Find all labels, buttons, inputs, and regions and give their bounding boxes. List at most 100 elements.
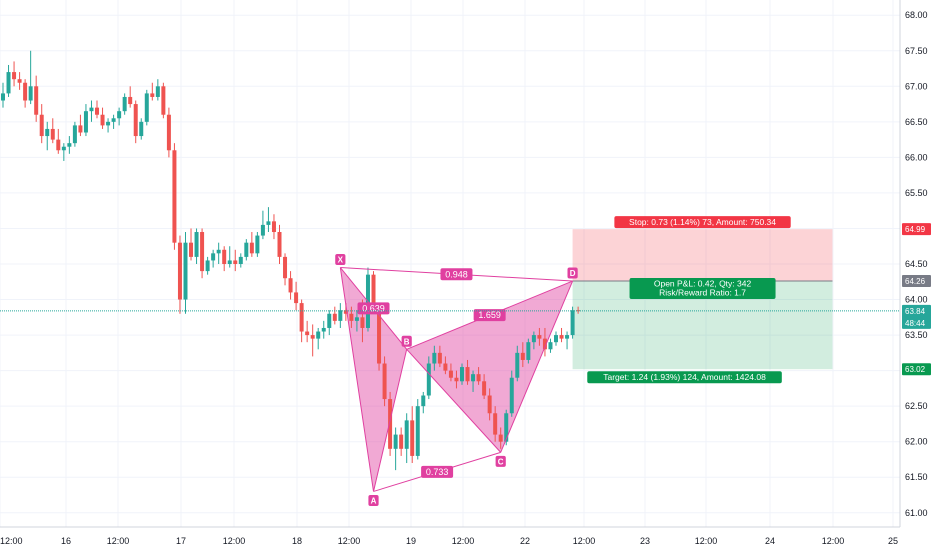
candle[interactable] <box>294 281 299 311</box>
candle[interactable] <box>150 82 155 101</box>
candle[interactable] <box>17 72 22 90</box>
candle[interactable] <box>211 249 216 268</box>
candle[interactable] <box>283 253 288 286</box>
candle[interactable] <box>404 413 409 464</box>
candle[interactable] <box>498 427 503 449</box>
price-axis[interactable]: 68.0067.5067.0066.5066.0065.5065.0064.50… <box>899 0 932 550</box>
candle[interactable] <box>542 327 547 357</box>
candle[interactable] <box>172 143 177 250</box>
candle[interactable] <box>39 104 44 144</box>
stop-zone[interactable] <box>572 229 833 282</box>
candle[interactable] <box>537 327 542 346</box>
candle[interactable] <box>437 345 442 368</box>
candle[interactable] <box>443 356 448 375</box>
candle[interactable] <box>354 310 359 332</box>
candle[interactable] <box>410 406 415 464</box>
candle[interactable] <box>83 104 88 137</box>
candle[interactable] <box>299 299 304 343</box>
candle[interactable] <box>61 143 66 161</box>
candle[interactable] <box>305 320 310 343</box>
candle[interactable] <box>227 246 232 268</box>
candle[interactable] <box>332 306 337 325</box>
target-price-tag[interactable]: 63.02 <box>902 363 931 376</box>
candle[interactable] <box>111 114 116 129</box>
candle[interactable] <box>454 370 459 389</box>
candle[interactable] <box>95 100 100 119</box>
candle[interactable] <box>34 75 39 122</box>
candle[interactable] <box>432 345 437 371</box>
candle[interactable] <box>388 391 393 456</box>
candle[interactable] <box>72 121 77 147</box>
candle[interactable] <box>482 374 487 400</box>
candle[interactable] <box>266 207 271 233</box>
candle[interactable] <box>45 121 50 151</box>
candle[interactable] <box>155 79 160 101</box>
candle[interactable] <box>50 118 55 144</box>
candle[interactable] <box>393 427 398 471</box>
candle[interactable] <box>205 256 210 275</box>
candle[interactable] <box>1 82 5 108</box>
candle[interactable] <box>548 338 553 353</box>
candle[interactable] <box>493 406 498 442</box>
candle[interactable] <box>67 136 72 154</box>
candle[interactable] <box>238 253 243 268</box>
position-tool[interactable] <box>572 229 833 370</box>
candle[interactable] <box>338 303 343 328</box>
candle[interactable] <box>382 356 387 407</box>
candle[interactable] <box>327 310 332 336</box>
candle[interactable] <box>133 100 138 144</box>
candle[interactable] <box>526 338 531 364</box>
candle[interactable] <box>28 50 33 105</box>
candle[interactable] <box>531 331 536 350</box>
candles[interactable] <box>1 50 581 471</box>
candle[interactable] <box>565 331 570 350</box>
candle[interactable] <box>177 235 182 314</box>
candle[interactable] <box>465 359 470 385</box>
stop-price-tag[interactable]: 64.99 <box>902 223 931 236</box>
candle[interactable] <box>117 107 122 126</box>
candle[interactable] <box>559 327 564 343</box>
time-axis[interactable]: 12:00 16 12:00 17 12:00 18 12:00 19 12:00 22 12:00… <box>0 526 900 550</box>
candle[interactable] <box>216 242 221 264</box>
candle[interactable] <box>520 342 525 368</box>
candle[interactable] <box>487 388 492 421</box>
candle[interactable] <box>78 114 83 137</box>
candle[interactable] <box>426 356 431 400</box>
current-price-tag[interactable]: 63.84 48:44 <box>902 304 931 329</box>
candle[interactable] <box>310 324 315 357</box>
candle[interactable] <box>459 363 464 385</box>
candle[interactable] <box>12 61 17 87</box>
candle[interactable] <box>23 79 28 108</box>
candle[interactable] <box>515 345 520 382</box>
candle[interactable] <box>271 214 276 240</box>
candle[interactable] <box>288 271 293 300</box>
candle[interactable] <box>139 118 144 140</box>
candle[interactable] <box>194 228 199 264</box>
candle[interactable] <box>144 89 149 126</box>
candle[interactable] <box>321 320 326 339</box>
candle[interactable] <box>56 128 61 154</box>
candle[interactable] <box>316 327 321 350</box>
candle[interactable] <box>89 100 94 122</box>
candle[interactable] <box>448 363 453 382</box>
candle[interactable] <box>471 370 476 392</box>
candle[interactable] <box>244 239 249 261</box>
candle[interactable] <box>106 118 111 133</box>
candle[interactable] <box>260 210 265 240</box>
candle[interactable] <box>415 399 420 460</box>
candle[interactable] <box>476 367 481 385</box>
candle[interactable] <box>255 232 260 257</box>
candle[interactable] <box>570 306 575 339</box>
candle[interactable] <box>189 228 194 261</box>
candle[interactable] <box>349 306 354 328</box>
candle[interactable] <box>122 93 127 115</box>
entry-price-tag[interactable]: 64.26 <box>902 275 931 288</box>
candle[interactable] <box>6 64 11 97</box>
candle[interactable] <box>277 224 282 264</box>
candle[interactable] <box>421 391 426 414</box>
candle[interactable] <box>509 370 514 417</box>
candle[interactable] <box>128 86 133 108</box>
candle[interactable] <box>166 107 171 158</box>
candle[interactable] <box>200 228 205 279</box>
